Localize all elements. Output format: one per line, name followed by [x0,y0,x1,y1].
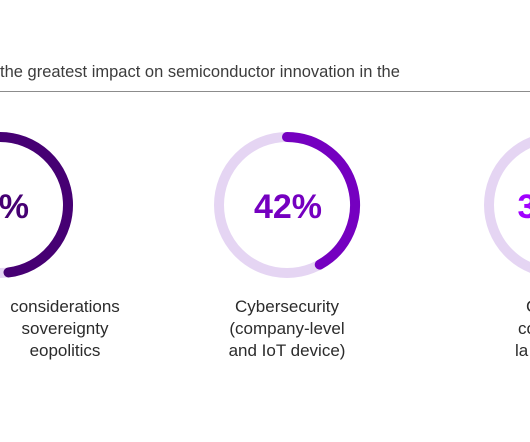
donut-chart-1: 48% [0,132,73,278]
donut-2-label-line-2: (company-level [229,319,345,338]
donut-3-label-line-1: C [512,296,530,318]
donut-2-label-line-3: and IoT device) [228,341,346,360]
donut-2-arc [282,132,360,270]
donut-2-label-line-1: Cybersecurity [235,297,339,316]
donut-2-value: 42% [254,188,322,226]
chart-title: the greatest impact on semiconductor inn… [0,63,400,81]
donut-chart-3: 3 [484,137,530,273]
donut-1-value: 48% [0,188,29,226]
donut-3-track [484,137,530,273]
donut-1-label-line-1: considerations [10,297,120,316]
donut-3-label: C co la [512,296,530,362]
donut-1-label-line-2: sovereignty [21,319,109,338]
donut-3-value: 3 [518,188,530,226]
donut-chart-2: 42% [214,132,360,278]
title-divider [0,91,530,92]
donut-1-arc [0,132,73,278]
donut-3-label-line-3: la [515,341,529,360]
donut-2-label: Cybersecurity (company-level and IoT dev… [192,296,382,362]
donut-1-label: considerations sovereignty eopolitics [0,296,160,362]
donut-1-label-line-3: eopolitics [29,341,101,360]
donut-3-label-line-2: co [518,319,530,338]
